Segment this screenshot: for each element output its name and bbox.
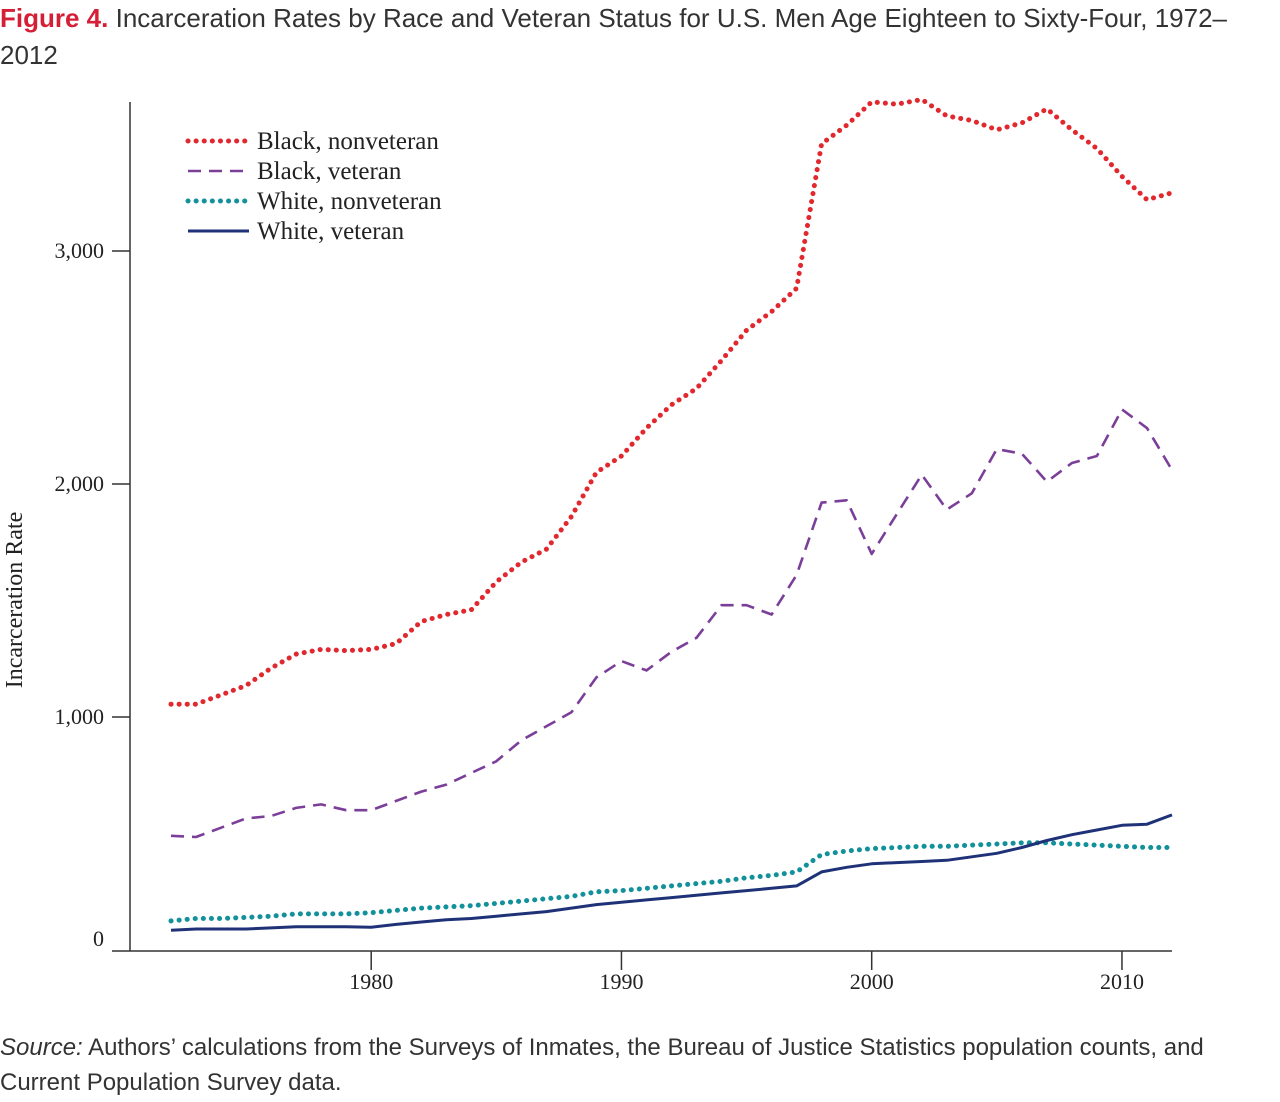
x-tick-label: 1990 [599,969,643,994]
y-tick-label: 3,000 [55,238,105,263]
chart-legend: Black, nonveteran Black, veteran White, no… [185,128,442,245]
y-tick-label: 2,000 [55,471,105,496]
series-line-black-nonveteran [168,97,1175,707]
y-tick-label: 0 [93,926,104,951]
x-tick-label: 2010 [1100,969,1144,994]
source-label: Source: [0,1034,83,1061]
chart-series [168,97,1175,932]
figure-label: Figure 4. [0,3,109,33]
figure-title-text: Incarceration Rates by Race and Veteran … [0,3,1228,70]
y-axis-title: Incarceration Rate [2,512,28,689]
y-tick-label: 1,000 [55,704,105,729]
legend-label-black-veteran: Black, veteran [257,158,402,185]
series-line-white-veteran [170,813,1173,932]
series-line-black-veteran [170,408,1174,839]
series-line-white-nonveteran [168,840,1175,924]
figure-title: Figure 4. Incarceration Rates by Race an… [0,0,1260,74]
x-tick-label: 1980 [349,969,393,994]
legend-label-black-nonveteran: Black, nonveteran [257,128,439,155]
source-note: Source: Authors’ calculations from the S… [0,1030,1280,1100]
x-tick-label: 2000 [850,969,894,994]
legend-label-white-veteran: White, veteran [257,218,405,245]
legend-label-white-nonveteran: White, nonveteran [257,188,442,215]
source-text: Authors’ calculations from the Surveys o… [0,1034,1204,1096]
chart-axes: Incarceration Rate [2,102,1172,952]
chart-ticks: 0 1,000 2,000 3,000 1980 1990 2000 2010 [55,238,1144,994]
